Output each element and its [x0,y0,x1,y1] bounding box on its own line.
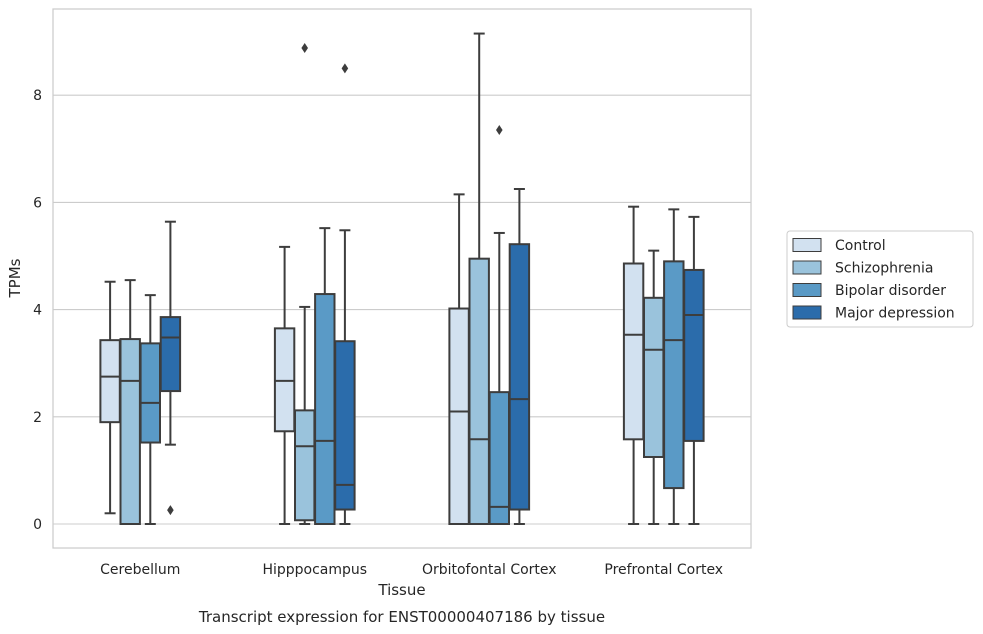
box-0-1 [273,245,296,525]
box-1-1 [294,43,316,525]
box-3-3 [683,215,705,525]
box-3-0 [159,220,182,516]
outlier-point [341,63,349,74]
x-tick-label: Orbitofontal Cortex [422,562,557,578]
box-iqr [622,262,645,441]
legend-swatch [792,283,822,297]
box-iqr [334,340,356,511]
x-axis-label: Tissue [377,581,425,599]
box-3-2 [508,188,531,525]
box-iqr [488,391,511,526]
y-tick-label: 2 [33,410,42,426]
box-iqr [273,327,296,433]
box-0-3 [622,205,645,525]
x-tick-label: Prefrontal Cortex [604,562,723,578]
outlier-point [496,125,503,136]
box-iqr [468,257,490,525]
chart-caption: Transcript expression for ENST0000040718… [198,608,605,626]
box-iqr [683,268,705,442]
box-2-3 [663,208,685,525]
box-iqr [119,338,141,525]
legend-frame [786,230,974,328]
y-tick-label: 4 [33,303,42,319]
box-iqr [294,409,316,522]
plot-background [53,9,751,548]
x-tick-label: Hipppocampus [262,562,367,578]
legend-swatch [792,305,822,320]
box-iqr [159,316,182,393]
box-3-1 [334,63,356,525]
legend-label: Control [835,238,886,254]
box-iqr [448,307,470,526]
box-2-0 [139,294,162,525]
outlier-point [167,505,174,516]
outlier-point [301,43,308,54]
legend-swatch [792,260,822,275]
y-axis-label: TPMs [6,258,24,298]
box-iqr [139,342,162,444]
y-tick-label: 8 [33,88,42,104]
x-tick-labels: Cerebellum Hipppocampus Orbitofontal Corte… [100,562,723,578]
box-iqr [663,260,685,490]
legend-label: Schizophrenia [835,261,933,277]
box-iqr [99,339,121,424]
box-iqr [314,293,336,525]
y-tick-labels: 0 2 4 6 8 [33,88,42,533]
box-iqr [508,243,531,511]
box-iqr [643,296,665,459]
y-tick-label: 6 [33,195,42,211]
legend-label: Bipolar disorder [835,283,946,299]
legend: Control Schizophrenia Bipolar disorder Majo… [786,230,974,328]
x-tick-label: Cerebellum [100,562,180,578]
y-tick-label: 0 [33,517,42,533]
legend-swatch [792,238,822,252]
legend-label: Major depression [835,306,955,322]
plot-frame [52,8,752,549]
box-1-3 [643,249,665,525]
boxes [99,32,705,526]
